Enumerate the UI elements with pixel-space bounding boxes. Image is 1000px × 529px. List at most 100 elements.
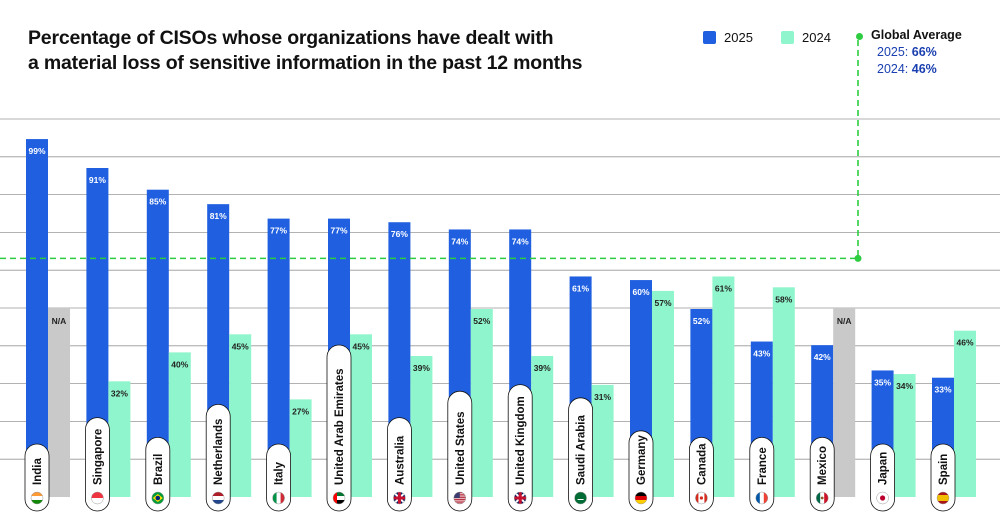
bar-2024 <box>773 287 795 497</box>
data-label-2024: 39% <box>413 363 430 373</box>
flag-stripe <box>937 498 949 501</box>
bar-2024 <box>229 334 251 497</box>
data-label-2024: 31% <box>594 392 611 402</box>
category-group: 42% N/A Mexico <box>810 308 855 511</box>
category-label: United Kingdom <box>515 396 527 485</box>
flag-stripe <box>393 497 405 500</box>
category-group: 52% 61% Canada <box>689 276 734 511</box>
flag-stripe <box>454 499 466 500</box>
bar-2024 <box>169 352 191 497</box>
bar-2024 <box>712 276 734 497</box>
category-group: 91% 32% Singapore <box>85 168 130 511</box>
flag-emblem <box>821 497 824 500</box>
data-label-2024: N/A <box>52 316 67 326</box>
bar-chart: 99%N/AIndia91%32%Singapore85%40%Brazil81… <box>0 0 1000 529</box>
legend-label-2024: 2024 <box>802 30 831 45</box>
flag-stripe <box>937 495 949 498</box>
category-group: 81%45%Netherlands <box>206 204 251 511</box>
category-label: United States <box>455 412 467 486</box>
category-label: Canada <box>696 443 708 485</box>
data-label-2025: 77% <box>270 226 287 236</box>
data-label-2024: N/A <box>837 316 852 326</box>
category-group: 43% 58% France <box>750 287 795 511</box>
category-group: 74% 52% United States <box>448 229 493 511</box>
category-label: Saudi Arabia <box>576 415 588 485</box>
global-average-box: Global Average 2025: 66% 2024: 46% <box>857 28 962 76</box>
bar-2024 <box>350 334 372 497</box>
average-marker-dot <box>855 255 862 262</box>
category-label: Mexico <box>817 446 829 485</box>
data-label-2025: 74% <box>512 236 529 246</box>
bar-2024-na <box>833 308 855 497</box>
data-label-2025: 74% <box>451 236 468 246</box>
bar-2024-na <box>48 308 70 497</box>
data-label-2024: 45% <box>352 341 369 351</box>
global-average-marker <box>856 33 863 40</box>
category-label: France <box>757 447 769 485</box>
flag-stripe <box>578 499 584 500</box>
bar-2024 <box>410 356 432 497</box>
category-label: Singapore <box>92 429 104 485</box>
legend-swatch-2024 <box>781 31 794 44</box>
flag-stripe <box>454 501 466 502</box>
bar-2024 <box>108 381 130 497</box>
data-label-2024: 34% <box>896 381 913 391</box>
global-average-2025-value: 66% <box>912 45 937 59</box>
legend-label-2025: 2025 <box>724 30 753 45</box>
bar-2024 <box>954 331 976 497</box>
flag-stripe <box>277 492 281 504</box>
data-label-2025: 76% <box>391 229 408 239</box>
category-label: India <box>32 458 44 485</box>
data-label-2024: 45% <box>232 341 249 351</box>
category-group: 33% 46% Spain <box>931 331 976 511</box>
category-label: Australia <box>394 435 406 485</box>
data-label-2025: 61% <box>572 283 589 293</box>
category-group: 77%45%United Arab Emirates <box>327 219 372 511</box>
chart-title-line-2: a material loss of sensitive information… <box>28 51 648 76</box>
data-label-2025: 85% <box>149 197 166 207</box>
category-group: 85% 40% Brazil <box>146 190 191 511</box>
data-label-2025: 81% <box>210 211 227 221</box>
bar-2024 <box>894 374 916 497</box>
bar-2024 <box>471 309 493 497</box>
flag-disc <box>156 496 161 501</box>
category-label: Spain <box>938 454 950 485</box>
category-group: 77%27%Italy <box>267 219 312 511</box>
bar-2025 <box>26 139 48 497</box>
flag-stripe <box>212 496 224 500</box>
category-label: Brazil <box>153 454 165 485</box>
data-label-2024: 57% <box>654 298 671 308</box>
chart-title: Percentage of CISOs whose organizations … <box>28 26 648 76</box>
chart-title-line-1: Percentage of CISOs whose organizations … <box>28 26 648 51</box>
global-average-2024-value: 46% <box>912 62 937 76</box>
legend-swatch-2025 <box>703 31 716 44</box>
global-average-2025: 2025: 66% <box>877 45 962 59</box>
legend-item-2024: 2024 <box>781 30 831 45</box>
data-label-2025: 42% <box>814 352 831 362</box>
flag-stripe <box>514 497 526 500</box>
data-label-2024: 61% <box>715 283 732 293</box>
category-label: United Arab Emirates <box>334 368 346 485</box>
global-average-2024-label: 2024: <box>877 62 908 76</box>
data-label-2025: 52% <box>693 316 710 326</box>
category-group: 60% 57% Germany <box>629 280 674 511</box>
category-label: Italy <box>274 461 286 485</box>
data-label-2024: 40% <box>171 359 188 369</box>
category-group: 74%39%United Kingdom <box>508 229 553 511</box>
data-label-2025: 43% <box>753 349 770 359</box>
bar-2024 <box>531 356 553 497</box>
flag-stripe <box>760 492 764 504</box>
category-group: 61% 31% Saudi Arabia <box>569 276 614 511</box>
legend-item-2025: 2025 <box>703 30 753 45</box>
category-group: 35% 34%Japan <box>871 370 916 511</box>
data-label-2024: 46% <box>956 338 973 348</box>
data-label-2024: 58% <box>775 294 792 304</box>
flag-stripe <box>31 496 43 500</box>
data-label-2025: 33% <box>934 385 951 395</box>
global-average-title: Global Average <box>871 28 962 42</box>
flag-sun <box>880 495 885 500</box>
data-label-2025: 91% <box>89 175 106 185</box>
category-group: 76% 39% Australia <box>387 222 432 511</box>
flag-leaf <box>700 496 703 499</box>
category-label: Japan <box>878 452 890 485</box>
